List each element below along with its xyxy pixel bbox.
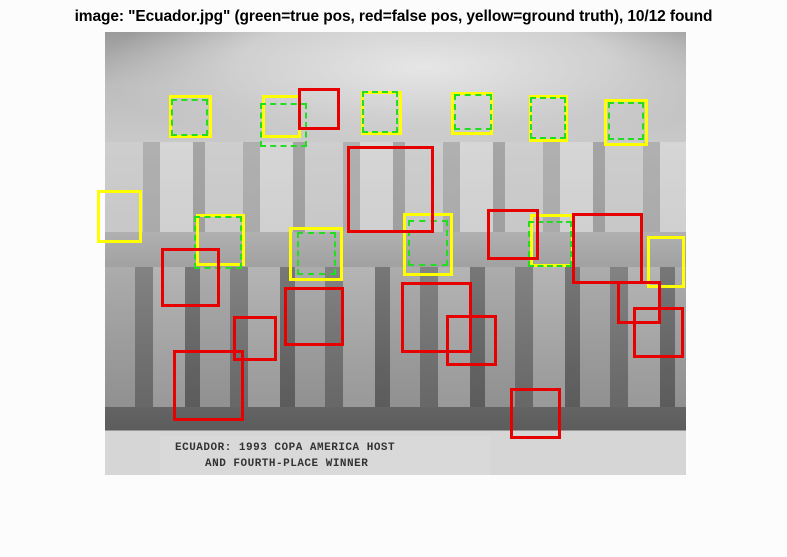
team-photo: ECUADOR: 1993 COPA AMERICA HOST AND FOUR…	[105, 32, 686, 475]
true-positive-box	[408, 220, 448, 266]
ground-truth-box	[169, 95, 212, 138]
ground-truth-box	[403, 213, 453, 276]
figure-title: image: "Ecuador.jpg" (green=true pos, re…	[74, 8, 713, 25]
false-positive-box	[284, 287, 344, 346]
false-positive-box	[510, 388, 561, 439]
false-positive-box	[173, 350, 244, 421]
false-positive-box	[233, 316, 277, 361]
false-positive-box	[617, 281, 661, 324]
false-positive-box	[298, 88, 340, 130]
photo-caption-line1: ECUADOR: 1993 COPA AMERICA HOST	[175, 442, 396, 454]
false-positive-box	[633, 307, 684, 358]
true-positive-box	[171, 99, 208, 136]
true-positive-box	[454, 94, 492, 130]
false-positive-box	[347, 146, 434, 233]
ground-truth-box	[647, 236, 685, 288]
true-positive-box	[608, 102, 644, 140]
false-positive-box	[487, 209, 539, 260]
photo-caption-line2: AND FOURTH-PLACE WINNER	[205, 458, 369, 470]
true-positive-box	[362, 91, 398, 133]
true-positive-box	[297, 232, 336, 275]
ground-truth-box	[289, 227, 343, 281]
true-positive-box	[528, 221, 572, 267]
true-positive-box	[260, 103, 307, 147]
ground-truth-box	[97, 190, 142, 243]
caption-plate	[160, 436, 490, 475]
ground-truth-box	[604, 99, 648, 146]
false-positive-box	[572, 213, 643, 284]
false-positive-box	[446, 315, 497, 366]
ground-truth-box	[196, 214, 245, 266]
true-positive-box	[530, 97, 566, 139]
false-positive-box	[161, 248, 220, 307]
